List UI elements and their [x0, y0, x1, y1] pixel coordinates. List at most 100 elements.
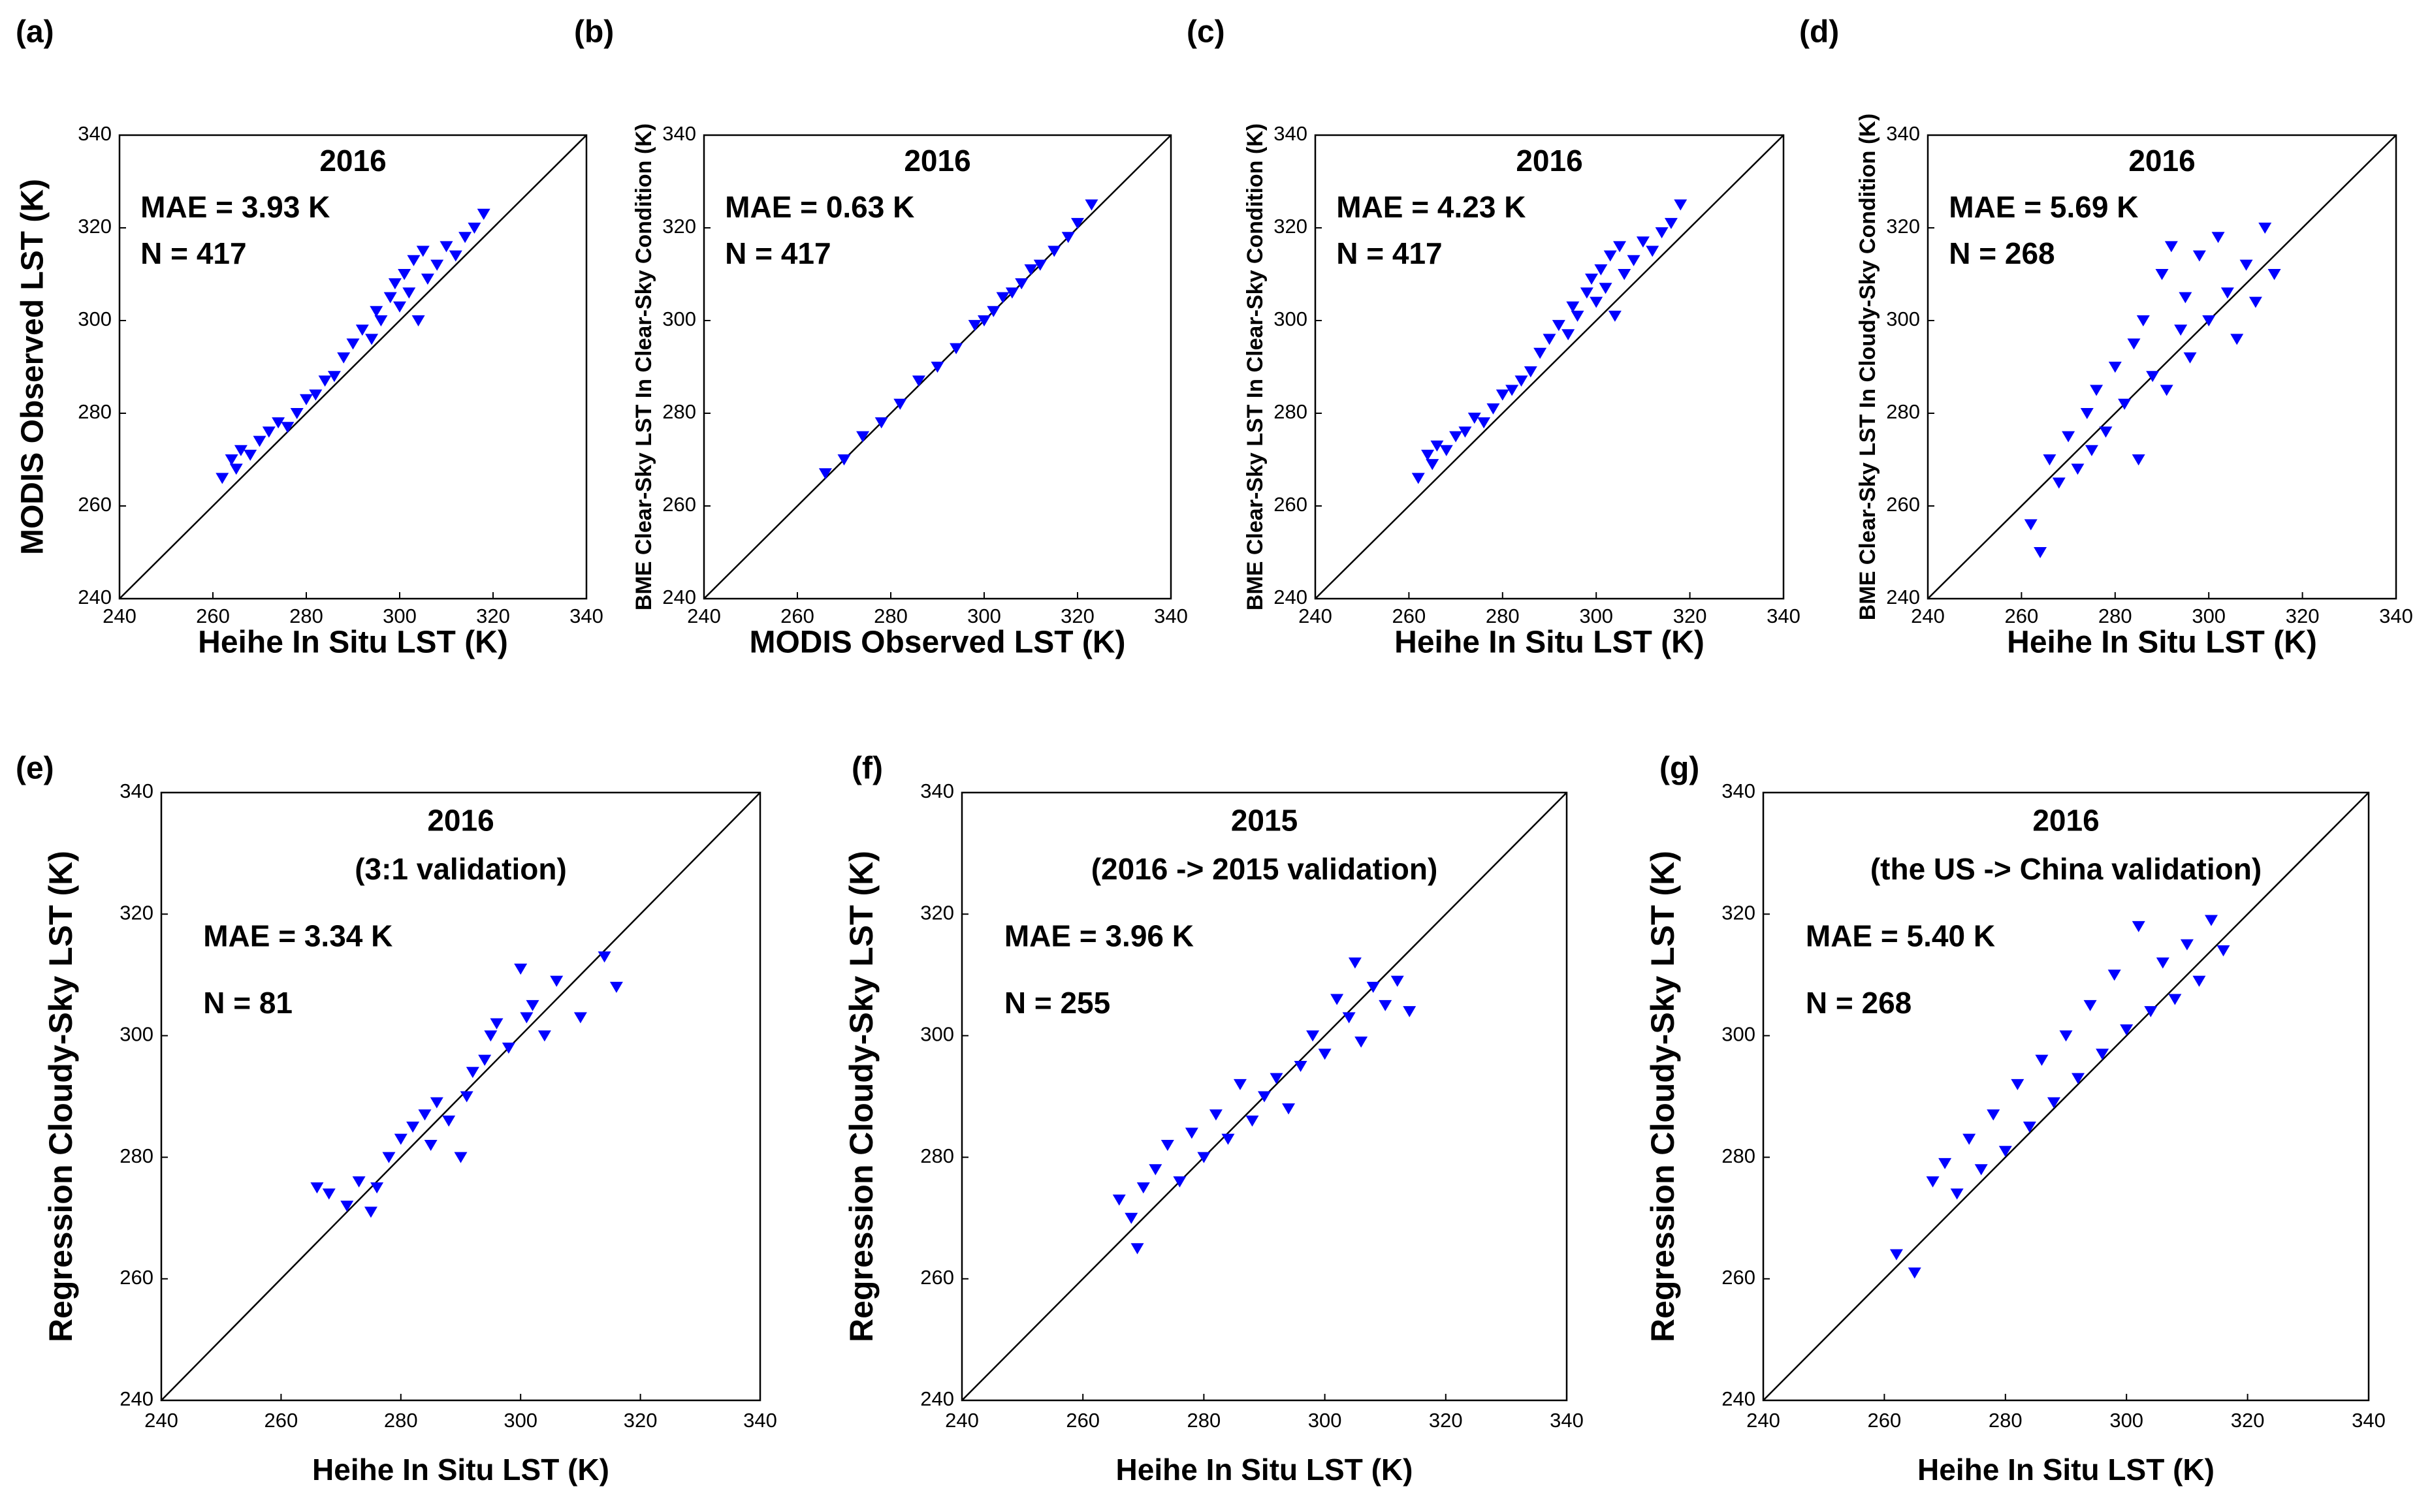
- data-point: [394, 1133, 408, 1145]
- data-point: [1430, 440, 1444, 452]
- data-point: [1646, 245, 1659, 257]
- plot-frame: [1762, 791, 2370, 1402]
- data-point: [2120, 1024, 2134, 1036]
- y-tick-label: 300: [78, 307, 112, 330]
- y-tick-label: 240: [120, 1387, 153, 1410]
- data-point: [2211, 232, 2225, 244]
- data-point: [309, 389, 323, 401]
- data-point: [2168, 994, 2182, 1005]
- data-point: [2183, 352, 2197, 364]
- data-point: [1061, 232, 1075, 244]
- data-point: [1112, 1194, 1126, 1206]
- data-point: [2174, 324, 2188, 336]
- plot-subtitle: (2016 -> 2015 validation): [1091, 852, 1438, 886]
- x-tick-label: 340: [2352, 1409, 2386, 1432]
- x-tick-label: 280: [2098, 605, 2132, 627]
- x-tick-label: 320: [2286, 605, 2320, 627]
- panel-label: (b): [574, 15, 614, 50]
- data-point: [987, 306, 1000, 317]
- data-point: [1636, 236, 1650, 248]
- y-tick-label: 260: [1721, 1266, 1755, 1289]
- data-point: [1674, 199, 1688, 211]
- y-tick-label: 260: [920, 1266, 954, 1289]
- data-point: [1197, 1152, 1211, 1163]
- x-tick-label: 300: [1308, 1409, 1342, 1432]
- x-tick-label: 280: [1187, 1409, 1221, 1432]
- data-point: [837, 454, 851, 465]
- data-point: [454, 1152, 468, 1163]
- data-point: [1160, 1139, 1174, 1151]
- data-point: [1085, 199, 1098, 211]
- data-point: [2220, 287, 2234, 299]
- data-point: [484, 1030, 498, 1042]
- data-point: [374, 315, 388, 326]
- data-point: [912, 375, 925, 387]
- identity-line: [1927, 134, 2397, 599]
- data-point: [1998, 1146, 2012, 1158]
- y-tick-label: 300: [1273, 307, 1307, 330]
- annotation: N = 268: [1806, 986, 1912, 1020]
- annotation: MAE = 3.96 K: [1004, 919, 1194, 953]
- x-tick-label: 340: [569, 605, 603, 627]
- data-point: [1599, 283, 1612, 294]
- data-point: [573, 1012, 587, 1024]
- data-point: [216, 473, 229, 484]
- y-tick-label: 340: [1721, 780, 1755, 802]
- plot-subtitle: (3:1 validation): [355, 852, 567, 886]
- data-point: [2107, 969, 2121, 981]
- y-tick-label: 280: [1886, 400, 1920, 423]
- data-point: [1561, 329, 1575, 341]
- x-tick-label: 340: [743, 1409, 777, 1432]
- data-point: [2155, 269, 2169, 280]
- data-point: [1585, 274, 1599, 285]
- y-tick-label: 340: [920, 780, 954, 802]
- data-point: [2146, 371, 2160, 383]
- annotation: MAE = 4.23 K: [1336, 190, 1526, 224]
- data-point: [1608, 310, 1622, 322]
- y-tick-label: 320: [1273, 215, 1307, 238]
- annotation: N = 417: [725, 236, 831, 270]
- data-point: [402, 287, 416, 299]
- data-point: [2136, 315, 2150, 326]
- data-point: [440, 241, 453, 253]
- data-point: [430, 1097, 443, 1109]
- data-point: [1426, 459, 1439, 471]
- data-point: [337, 352, 351, 364]
- data-point: [2080, 408, 2094, 419]
- data-point: [2160, 385, 2173, 396]
- data-point: [2043, 454, 2056, 465]
- data-point: [1348, 957, 1362, 969]
- plot-title: 2016: [427, 804, 494, 838]
- data-point: [1627, 255, 1640, 266]
- data-point: [418, 1109, 432, 1121]
- data-point: [1655, 227, 1669, 239]
- y-tick-label: 280: [78, 400, 112, 423]
- data-point: [262, 426, 276, 438]
- data-point: [1439, 445, 1453, 456]
- data-point: [407, 255, 421, 266]
- y-tick-label: 240: [1886, 586, 1920, 608]
- annotation: N = 81: [203, 986, 293, 1020]
- x-tick-label: 260: [1066, 1409, 1100, 1432]
- data-point: [1379, 1000, 1392, 1011]
- data-point: [2108, 362, 2122, 373]
- plot-title: 2016: [1516, 144, 1582, 178]
- data-point: [1449, 431, 1463, 443]
- data-point: [2267, 269, 2281, 280]
- y-tick-label: 300: [120, 1023, 153, 1046]
- data-point: [2144, 1006, 2158, 1018]
- data-point: [346, 338, 360, 350]
- data-point: [1962, 1133, 1976, 1145]
- data-point: [1524, 366, 1537, 378]
- data-point: [1306, 1030, 1320, 1042]
- data-point: [550, 975, 564, 987]
- data-point: [1505, 385, 1519, 396]
- plot-frame: [118, 134, 588, 600]
- data-point: [281, 422, 295, 433]
- identity-line: [1315, 134, 1784, 599]
- data-point: [2047, 1097, 2060, 1109]
- x-tick-label: 240: [1746, 1409, 1780, 1432]
- data-point: [1533, 347, 1547, 359]
- x-tick-label: 300: [383, 605, 417, 627]
- data-point: [1033, 259, 1047, 271]
